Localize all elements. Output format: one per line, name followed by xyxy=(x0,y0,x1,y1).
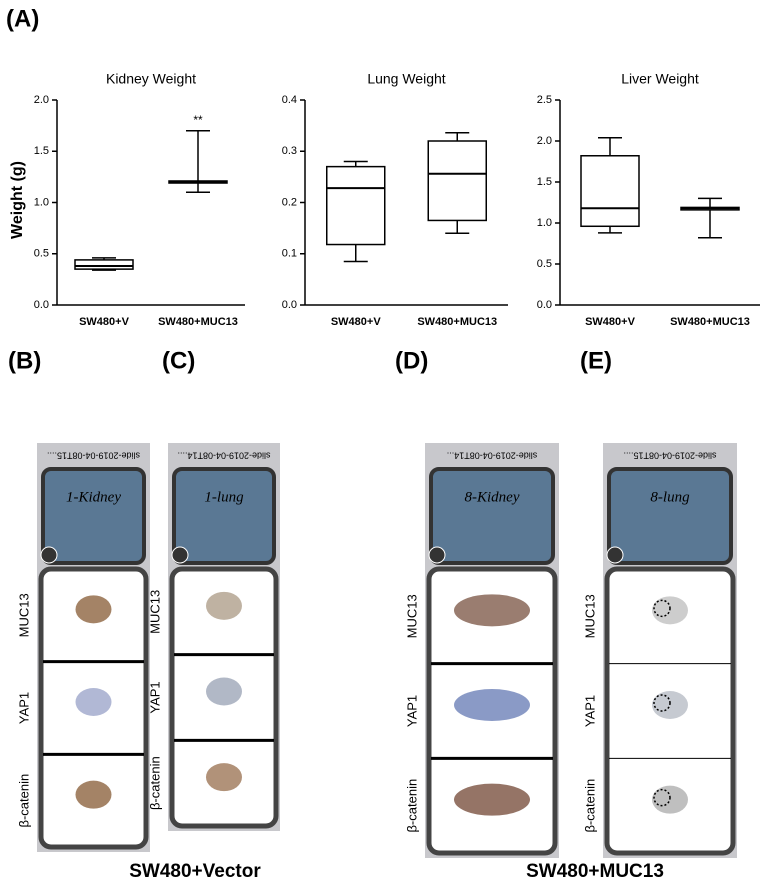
slide-label xyxy=(172,467,276,565)
handwriting: 8-Kidney xyxy=(465,489,520,505)
box xyxy=(427,140,487,222)
panel-label: (E) xyxy=(580,347,612,374)
annotation: ** xyxy=(193,113,203,127)
handwriting: 8-lung xyxy=(650,489,690,505)
row-label: MUC13 xyxy=(16,593,31,637)
tissue xyxy=(454,689,530,721)
row-label: β-catenin xyxy=(147,756,162,810)
row-label: YAP1 xyxy=(16,692,31,724)
rotate-icon xyxy=(40,546,58,564)
row-label: β-catenin xyxy=(16,774,31,828)
rotate-icon xyxy=(171,546,189,564)
y-tick-label: 0.3 xyxy=(282,145,297,157)
slide-id: slide-2019-04-08T15.... xyxy=(623,451,716,461)
handwriting: 1-Kidney xyxy=(66,489,121,505)
tissue xyxy=(206,677,242,706)
box xyxy=(74,259,134,270)
chart-title: Liver Weight xyxy=(621,71,699,87)
group-label: SW480+MUC13 xyxy=(526,861,664,882)
row-label: MUC13 xyxy=(582,594,597,638)
box xyxy=(580,155,640,228)
y-axis-label: Weight (g) xyxy=(9,161,26,239)
x-tick-label: SW480+V xyxy=(331,316,381,328)
row-label: MUC13 xyxy=(147,590,162,634)
row-label: β-catenin xyxy=(582,779,597,833)
group-label: SW480+Vector xyxy=(129,861,261,882)
x-tick-label: SW480+V xyxy=(79,316,129,328)
y-tick-label: 0.4 xyxy=(282,94,297,106)
y-tick-label: 1.5 xyxy=(537,176,552,188)
y-tick-label: 1.5 xyxy=(34,145,49,157)
region-marker xyxy=(653,694,671,712)
region-marker xyxy=(653,599,671,618)
slide-id: slide-2019-04-08T14... xyxy=(447,451,538,461)
x-tick-label: SW480+MUC13 xyxy=(158,316,238,328)
y-tick-label: 2.5 xyxy=(537,94,552,106)
tissue xyxy=(206,591,242,620)
y-tick-label: 0.0 xyxy=(282,299,297,311)
slide-id: slide-2019-04-08T14.... xyxy=(177,451,270,461)
tissue xyxy=(75,780,112,809)
x-tick-label: SW480+MUC13 xyxy=(417,316,497,328)
tissue xyxy=(454,594,530,627)
chart-title: Kidney Weight xyxy=(106,71,196,87)
x-tick-label: SW480+V xyxy=(585,316,635,328)
slide-label xyxy=(607,467,733,565)
y-tick-label: 2.0 xyxy=(537,135,552,147)
tissue xyxy=(454,783,530,816)
panel-label: (C) xyxy=(162,347,195,374)
row-label: MUC13 xyxy=(404,594,419,638)
panel-label: (D) xyxy=(395,347,428,374)
region-marker xyxy=(653,788,671,807)
row-label: β-catenin xyxy=(404,779,419,833)
y-tick-label: 0.0 xyxy=(537,299,552,311)
slide-label xyxy=(429,467,555,565)
row-label: YAP1 xyxy=(404,695,419,727)
rotate-icon xyxy=(428,546,446,564)
slide-label xyxy=(41,467,146,565)
y-tick-label: 1.0 xyxy=(34,196,49,208)
figure-label: (A) xyxy=(6,5,39,32)
y-tick-label: 0.1 xyxy=(282,248,297,260)
slide-id: slide-2019-04-08T15.... xyxy=(47,451,140,461)
box xyxy=(326,165,386,246)
x-tick-label: SW480+MUC13 xyxy=(670,316,750,328)
row-label: YAP1 xyxy=(582,695,597,727)
y-tick-label: 0.0 xyxy=(34,299,49,311)
chart-title: Lung Weight xyxy=(367,71,445,87)
y-tick-label: 0.5 xyxy=(34,248,49,260)
y-tick-label: 2.0 xyxy=(34,94,49,106)
panel-label: (B) xyxy=(8,347,41,374)
handwriting: 1-lung xyxy=(204,489,244,505)
rotate-icon xyxy=(606,546,624,564)
y-tick-label: 1.0 xyxy=(537,217,552,229)
y-tick-label: 0.5 xyxy=(537,258,552,270)
y-tick-label: 0.2 xyxy=(282,196,297,208)
row-label: YAP1 xyxy=(147,681,162,713)
tissue xyxy=(75,595,112,624)
tissue xyxy=(206,763,242,792)
tissue xyxy=(75,688,112,716)
